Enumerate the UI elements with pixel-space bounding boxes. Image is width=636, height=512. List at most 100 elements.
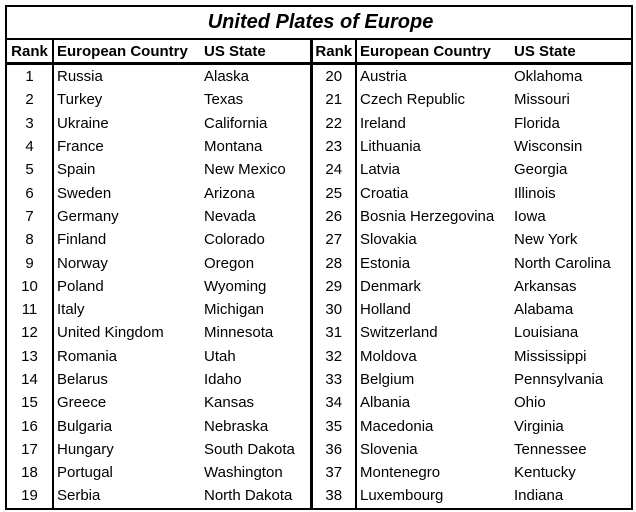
name-cell: New York bbox=[514, 231, 578, 249]
rank-cell: 2 bbox=[6, 88, 54, 112]
table-row: 17 Hungary South Dakota 36 Slovenia Tennessee bbox=[6, 437, 632, 462]
table-row: 3 Ukraine California 22 Ireland Florida bbox=[6, 111, 632, 135]
column-header: European Country bbox=[356, 39, 511, 65]
table-row: 10 Poland Wyoming 29 Denmark Arkansas bbox=[6, 274, 632, 298]
column-header: European Country bbox=[53, 39, 201, 65]
table-row: 11 Italy Michigan 30 Holland Alabama bbox=[6, 297, 632, 322]
name-cell: Bulgaria bbox=[57, 417, 113, 435]
name-cell: Ohio bbox=[514, 394, 546, 412]
name-cell: United Kingdom bbox=[57, 324, 164, 342]
name-cell: Alabama bbox=[514, 301, 574, 319]
rank-cell: 10 bbox=[6, 274, 54, 298]
name-cell: Utah bbox=[201, 344, 313, 368]
name-cell: Florida bbox=[514, 114, 560, 132]
name-cell: Sweden bbox=[57, 184, 112, 202]
name-cell: Belgium bbox=[360, 371, 415, 388]
name-cell: Kentucky bbox=[514, 464, 576, 482]
table-row: 1 Russia Alaska 20 Austria Oklahoma bbox=[6, 63, 632, 89]
name-cell: Montana bbox=[201, 134, 313, 159]
name-cell: Holland bbox=[360, 301, 411, 319]
name-cell: Poland bbox=[57, 277, 104, 295]
rank-cell: 1 bbox=[6, 63, 54, 89]
name-cell: Italy bbox=[57, 301, 85, 319]
table-row: 14 Belarus Idaho 33 Belgium Pennsylvania bbox=[6, 367, 632, 392]
table-row: 2 Turkey Texas 21 Czech Republic Missouri bbox=[6, 88, 632, 112]
name-cell: Romania bbox=[57, 347, 118, 365]
name-cell: Pennsylvania bbox=[514, 371, 604, 388]
column-header: US State bbox=[511, 39, 633, 65]
name-cell: Russia bbox=[57, 68, 103, 86]
table-row: 7 Germany Nevada 26 Bosnia Herzegovina Iowa bbox=[6, 204, 632, 229]
name-cell: Estonia bbox=[360, 254, 411, 272]
name-cell: Albania bbox=[360, 394, 411, 412]
name-cell: Greece bbox=[57, 394, 107, 412]
table-row: 18 Portugal Washington 37 Montenegro Kentucky bbox=[6, 461, 632, 485]
rank-cell: 17 bbox=[6, 437, 54, 462]
rank-cell: 15 bbox=[6, 391, 54, 415]
table-row: 4 France Montana 23 Lithuania Wisconsin bbox=[6, 134, 632, 159]
name-cell: Moldova bbox=[360, 347, 417, 365]
rank-cell: 21 bbox=[311, 88, 357, 112]
rank-cell: 4 bbox=[6, 134, 54, 159]
name-cell: Kansas bbox=[201, 391, 313, 415]
name-cell: Idaho bbox=[201, 367, 313, 392]
rank-cell: 9 bbox=[6, 251, 54, 275]
name-cell: Serbia bbox=[57, 487, 101, 505]
table-row: 8 Finland Colorado 27 Slovakia New York bbox=[6, 228, 632, 252]
name-cell: Switzerland bbox=[360, 324, 438, 342]
name-cell: Colorado bbox=[201, 228, 313, 252]
name-cell: Slovenia bbox=[360, 440, 418, 458]
name-cell: Austria bbox=[360, 68, 407, 86]
name-cell: Louisiana bbox=[514, 324, 579, 342]
name-cell: Indiana bbox=[514, 487, 564, 505]
name-cell: Turkey bbox=[57, 91, 103, 109]
rank-cell: 37 bbox=[311, 461, 357, 485]
name-cell: Georgia bbox=[514, 161, 568, 179]
rank-cell: 16 bbox=[6, 414, 54, 438]
name-cell: Washington bbox=[201, 461, 313, 485]
name-cell: Illinois bbox=[514, 184, 556, 202]
name-cell: Latvia bbox=[360, 161, 401, 179]
name-cell: Ireland bbox=[360, 114, 406, 132]
rank-cell: 33 bbox=[311, 367, 357, 392]
name-cell: New Mexico bbox=[201, 158, 313, 182]
name-cell: Michigan bbox=[201, 297, 313, 322]
name-cell: Montenegro bbox=[360, 464, 441, 482]
rank-cell: 25 bbox=[311, 181, 357, 205]
rank-cell: 13 bbox=[6, 344, 54, 368]
name-cell: Norway bbox=[57, 254, 108, 272]
rank-cell: 36 bbox=[311, 437, 357, 462]
table-title: United Plates of Europe bbox=[6, 6, 633, 40]
rank-cell: 32 bbox=[311, 344, 357, 368]
rank-cell: 6 bbox=[6, 181, 54, 205]
name-cell: Oregon bbox=[201, 251, 313, 275]
name-cell: Nevada bbox=[201, 204, 313, 229]
name-cell: Mississippi bbox=[514, 347, 587, 365]
table-row: 9 Norway Oregon 28 Estonia North Carolina bbox=[6, 251, 632, 275]
name-cell: Spain bbox=[57, 161, 96, 179]
name-cell: Belarus bbox=[57, 371, 108, 388]
name-cell: Texas bbox=[201, 88, 313, 112]
name-cell: Missouri bbox=[514, 91, 570, 109]
rank-cell: 23 bbox=[311, 134, 357, 159]
rank-cell: 18 bbox=[6, 461, 54, 485]
name-cell: Iowa bbox=[514, 207, 546, 225]
name-cell: Minnesota bbox=[201, 321, 313, 345]
name-cell: Wyoming bbox=[201, 274, 313, 298]
column-header: Rank bbox=[6, 39, 54, 65]
table-row: 19 Serbia North Dakota 38 Luxembourg Indiana bbox=[6, 484, 632, 509]
name-cell: Luxembourg bbox=[360, 487, 444, 505]
rank-cell: 38 bbox=[311, 484, 357, 509]
name-cell: Arkansas bbox=[514, 277, 577, 295]
name-cell: France bbox=[57, 138, 104, 156]
name-cell: Nebraska bbox=[201, 414, 313, 438]
column-header: US State bbox=[201, 39, 313, 65]
name-cell: Oklahoma bbox=[514, 68, 583, 86]
rank-cell: 31 bbox=[311, 321, 357, 345]
name-cell: South Dakota bbox=[201, 437, 313, 462]
name-cell: North Carolina bbox=[514, 254, 611, 272]
column-header: Rank bbox=[311, 39, 357, 65]
rank-cell: 20 bbox=[311, 63, 357, 89]
rank-cell: 27 bbox=[311, 228, 357, 252]
